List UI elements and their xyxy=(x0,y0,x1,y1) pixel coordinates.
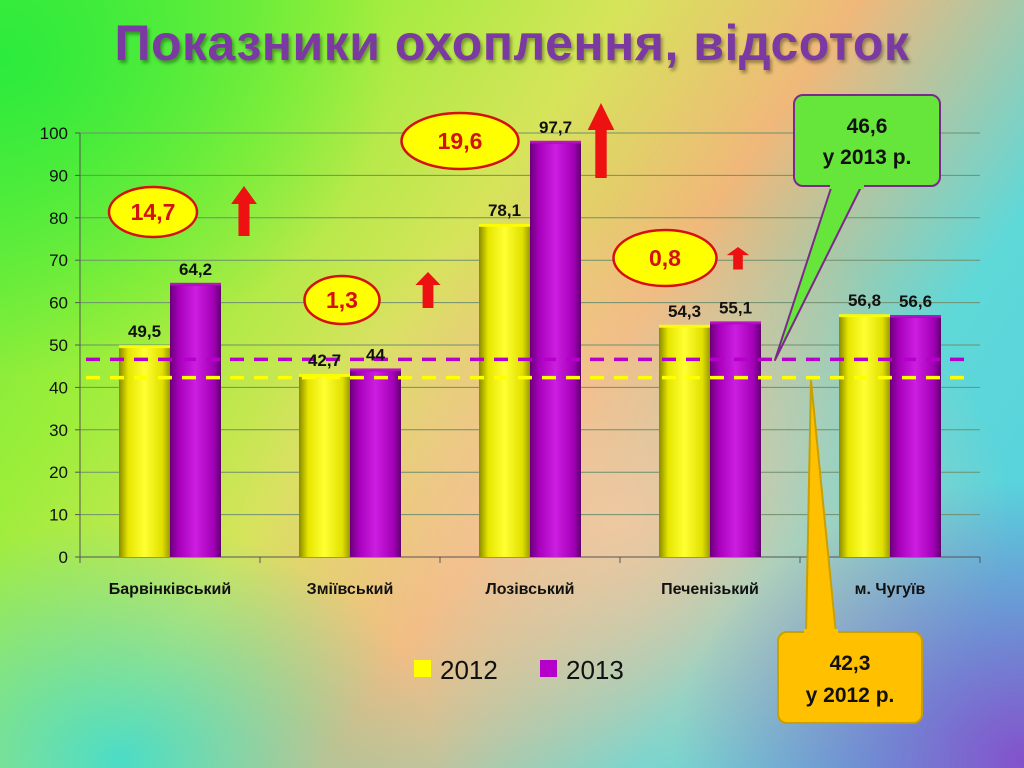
bar-top-2013 xyxy=(170,282,221,286)
bar-2013 xyxy=(890,317,941,557)
increase-badge-label: 0,8 xyxy=(649,245,681,271)
increase-arrow-icon xyxy=(726,247,750,270)
data-label-2012: 78,1 xyxy=(488,201,521,220)
data-label-2013: 64,2 xyxy=(179,260,212,279)
bars-layer xyxy=(119,140,941,557)
callout-2012-pointer xyxy=(805,380,837,635)
increase-arrow-icon xyxy=(415,272,441,308)
bar-2012 xyxy=(659,326,710,557)
y-tick-label: 80 xyxy=(49,209,68,228)
callout-2012-join xyxy=(804,629,838,638)
callout-2013-caption: у 2013 р. xyxy=(823,146,912,169)
callout-2013-box xyxy=(793,94,941,187)
callout-2013-value: 46,6 xyxy=(847,115,888,138)
increase-badge xyxy=(612,228,718,288)
data-label-2013: 56,6 xyxy=(899,292,932,311)
increase-arrow-icon xyxy=(587,103,615,178)
bar-top-2013 xyxy=(710,321,761,325)
legend-swatch-2012 xyxy=(414,660,431,677)
data-label-2013: 44 xyxy=(366,345,385,364)
bar-top-2013 xyxy=(350,368,401,372)
x-tick-label: Барвінківський xyxy=(109,581,231,598)
y-tick-label: 10 xyxy=(49,506,68,525)
legend-swatch-2013 xyxy=(540,660,557,677)
y-tick-label: 30 xyxy=(49,421,68,440)
bar-top-2013 xyxy=(890,315,941,319)
legend-label-2012: 2012 xyxy=(440,655,498,685)
x-tick-label: Зміївський xyxy=(307,581,394,598)
bar-top-2012 xyxy=(839,314,890,318)
arrow-shape xyxy=(415,272,441,308)
bar-top-2012 xyxy=(659,324,710,328)
bar-2013 xyxy=(710,323,761,557)
callout-2013-join xyxy=(830,180,864,189)
arrow-shape xyxy=(587,103,615,178)
increase-badge xyxy=(303,274,381,326)
y-tick-label: 90 xyxy=(49,166,68,185)
bar-top-2012 xyxy=(299,373,350,377)
callout-2012-value: 42,3 xyxy=(830,652,871,675)
slide-title: Показники охоплення, відсоток xyxy=(114,15,910,71)
y-tick-label: 100 xyxy=(40,124,68,143)
reference-lines-layer xyxy=(86,357,968,380)
increase-arrow-icon xyxy=(231,186,257,236)
y-tick-label: 60 xyxy=(49,294,68,313)
legend: 2012 2013 xyxy=(414,655,624,685)
labels-layer: 49,5 64,2 Барвінківський 42,7 44 Зміївський 78… xyxy=(109,118,932,598)
data-label-2013: 55,1 xyxy=(719,298,752,317)
increase-badge xyxy=(107,185,199,239)
legend-label-2013: 2013 xyxy=(566,655,624,685)
bar-top-2013 xyxy=(530,140,581,144)
data-label-2012: 56,8 xyxy=(848,291,881,310)
x-tick-label: м. Чугуїв xyxy=(855,581,926,598)
bar-2013 xyxy=(350,370,401,557)
increase-badge xyxy=(400,111,520,171)
callout-2012-box xyxy=(777,631,923,724)
increase-badge-label: 19,6 xyxy=(438,128,483,154)
increase-badge-label: 14,7 xyxy=(131,199,176,225)
arrow-shape xyxy=(231,186,257,236)
y-tick-label: 40 xyxy=(49,378,68,397)
annotations-layer: 14,7 1,3 19,6 0,8 xyxy=(107,103,750,326)
data-label-2012: 54,3 xyxy=(668,302,701,321)
data-label-2013: 97,7 xyxy=(539,118,572,137)
x-tick-label: Печенізький xyxy=(661,581,759,598)
bar-top-2012 xyxy=(479,223,530,227)
grid-layer: 0 10 20 30 40 50 60 70 80 90 100 xyxy=(40,124,981,567)
bar-2012 xyxy=(479,225,530,557)
bar-top-2012 xyxy=(119,345,170,349)
bar-2013 xyxy=(170,284,221,557)
y-tick-label: 20 xyxy=(49,463,68,482)
increase-badge-label: 1,3 xyxy=(326,287,358,313)
callouts-layer: 46,6 у 2013 р. 42,3 у 2012 р. xyxy=(774,94,941,724)
y-tick-label: 50 xyxy=(49,336,68,355)
bar-2012 xyxy=(299,375,350,557)
data-label-2012: 49,5 xyxy=(128,322,161,341)
arrow-shape xyxy=(726,247,750,270)
y-tick-label: 70 xyxy=(49,251,68,270)
data-label-2012: 42,7 xyxy=(308,351,341,370)
x-tick-label: Лозівський xyxy=(485,581,574,598)
y-tick-label: 0 xyxy=(59,548,68,567)
bar-2012 xyxy=(119,347,170,557)
bar-2012 xyxy=(839,316,890,557)
callout-2012-caption: у 2012 р. xyxy=(806,684,895,707)
bar-2013 xyxy=(530,142,581,557)
